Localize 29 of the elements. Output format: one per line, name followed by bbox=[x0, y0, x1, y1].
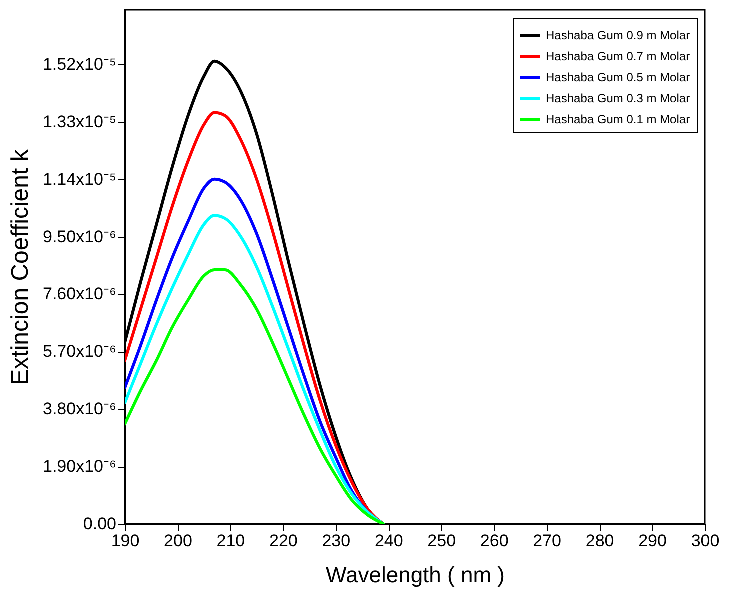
legend-label: Hashaba Gum 0.3 m Molar bbox=[546, 92, 690, 106]
y-tick-label: 1.33x10⁻⁵ bbox=[42, 112, 116, 132]
x-tick-label: 290 bbox=[638, 532, 667, 550]
legend-label: Hashaba Gum 0.7 m Molar bbox=[546, 50, 690, 64]
y-tick-label: 1.52x10⁻⁵ bbox=[42, 54, 116, 74]
y-tick-label: 0.00 bbox=[83, 514, 116, 534]
x-tick-label: 220 bbox=[269, 532, 298, 550]
x-tick-label: 210 bbox=[216, 532, 246, 550]
x-tick-label: 190 bbox=[111, 532, 140, 550]
line-series bbox=[125, 268, 385, 524]
legend-label: Hashaba Gum 0.1 m Molar bbox=[546, 112, 690, 126]
legend-label: Hashaba Gum 0.9 m Molar bbox=[546, 28, 690, 42]
y-axis-title: Extincion Coefficient k bbox=[6, 148, 34, 386]
x-tick-label: 200 bbox=[164, 532, 192, 550]
x-tick-label: 250 bbox=[428, 532, 456, 550]
y-tick-label: 9.50x10⁻⁶ bbox=[43, 227, 116, 246]
y-tick-label: 5.70x10⁻⁶ bbox=[43, 342, 116, 362]
legend-label: Hashaba Gum 0.5 m Molar bbox=[546, 70, 690, 84]
x-tick-label: 270 bbox=[533, 532, 562, 550]
x-axis-title: Wavelength ( nm ) bbox=[326, 562, 505, 588]
x-tick-label: 260 bbox=[480, 532, 509, 550]
y-tick-label: 3.80x10⁻⁶ bbox=[43, 400, 116, 419]
x-tick-label: 240 bbox=[374, 532, 404, 550]
x-tick-label: 230 bbox=[322, 532, 351, 550]
x-tick-label: 300 bbox=[691, 532, 720, 550]
x-tick-label: 280 bbox=[586, 532, 614, 550]
y-tick-label: 1.90x10⁻⁶ bbox=[43, 457, 116, 476]
y-tick-label: 7.60x10⁻⁶ bbox=[43, 284, 116, 304]
y-tick-label: 1.14x10⁻⁵ bbox=[42, 170, 116, 189]
